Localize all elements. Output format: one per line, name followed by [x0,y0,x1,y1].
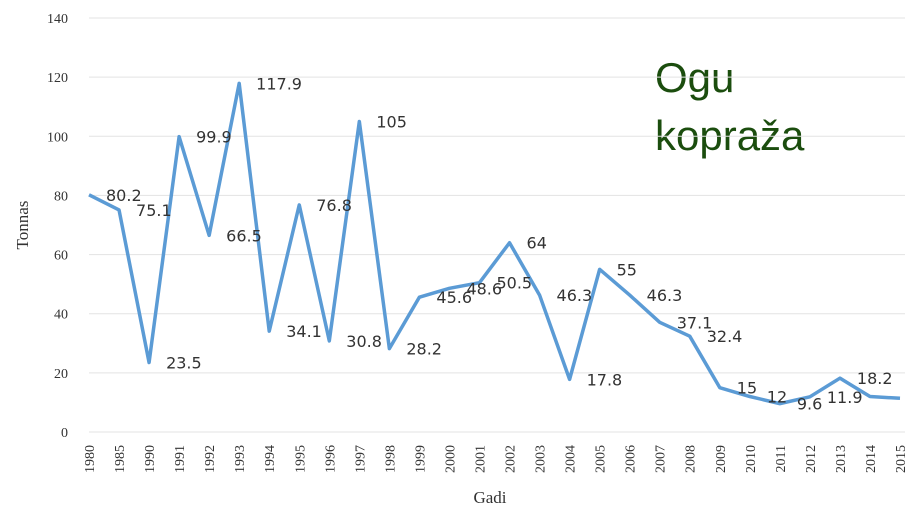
y-tick-label: 20 [54,367,68,382]
y-axis-label: Tonnas [13,201,32,250]
x-tick-label: 1992 [203,445,218,473]
x-tick-label: 2007 [654,445,669,473]
data-label: 30.8 [346,332,382,351]
x-tick-label: 1999 [413,445,428,473]
x-tick-label: 2011 [774,445,789,472]
data-label: 48.6 [466,279,502,298]
x-tick-label: 1980 [83,445,98,473]
data-label: 76.8 [316,196,352,215]
data-label: 15 [737,379,757,398]
x-tick-label: 1991 [173,445,188,473]
x-axis-label: Gadi [473,488,506,507]
y-tick-label: 80 [54,189,68,204]
x-tick-label: 2000 [443,445,458,473]
data-label: 23.5 [166,354,202,373]
x-tick-label: 2001 [473,445,488,473]
data-label: 80.2 [106,186,142,205]
y-tick-label: 120 [47,71,68,86]
annotation: kopraža [655,112,805,159]
data-label: 46.3 [647,286,683,305]
x-tick-label: 1997 [353,445,368,473]
x-tick-label: 2010 [744,445,759,473]
data-label: 11.9 [827,388,863,407]
x-tick-label: 2014 [864,445,879,473]
x-tick-label: 2012 [804,445,819,473]
data-label: 28.2 [406,340,442,359]
x-tick-label: 2009 [714,445,729,473]
y-tick-label: 0 [61,426,68,441]
data-label: 66.5 [226,226,262,245]
data-label: 50.5 [496,274,532,293]
x-tick-label: 2013 [834,445,849,473]
data-label: 37.1 [677,313,713,332]
x-tick-label: 1990 [143,445,158,473]
x-tick-label: 2003 [534,445,549,473]
data-label: 45.6 [436,288,472,307]
data-label: 18.2 [857,369,893,388]
data-label: 46.3 [557,286,593,305]
x-tick-label: 2006 [624,445,639,473]
data-line [88,81,901,406]
y-tick-label: 40 [54,308,68,323]
data-label: 32.4 [707,327,743,346]
data-label: 99.9 [196,128,232,147]
x-tick-label: 2004 [564,445,579,473]
x-tick-label: 1996 [323,445,338,473]
x-tick-label: 1994 [263,445,278,473]
data-label: 64 [527,234,547,253]
x-tick-label: 2002 [504,445,519,473]
data-label: 12 [767,388,787,407]
data-label: 117.9 [256,74,302,93]
x-tick-label: 1995 [293,445,308,473]
x-tick-label: 1998 [383,445,398,473]
x-tick-label: 1993 [233,445,248,473]
data-label: 34.1 [286,322,322,341]
y-tick-label: 100 [47,130,68,145]
data-label: 75.1 [136,201,172,220]
data-label: 55 [617,260,637,279]
x-tick-label: 1985 [113,445,128,473]
data-label: 105 [376,113,407,132]
x-tick-label: 2015 [894,445,909,473]
data-label: 17.8 [587,370,623,389]
y-tick-label: 60 [54,249,68,264]
x-tick-label: 2005 [594,445,609,473]
x-tick-label: 2008 [684,445,699,473]
data-label: 9.6 [797,395,822,414]
y-tick-label: 140 [47,12,68,27]
